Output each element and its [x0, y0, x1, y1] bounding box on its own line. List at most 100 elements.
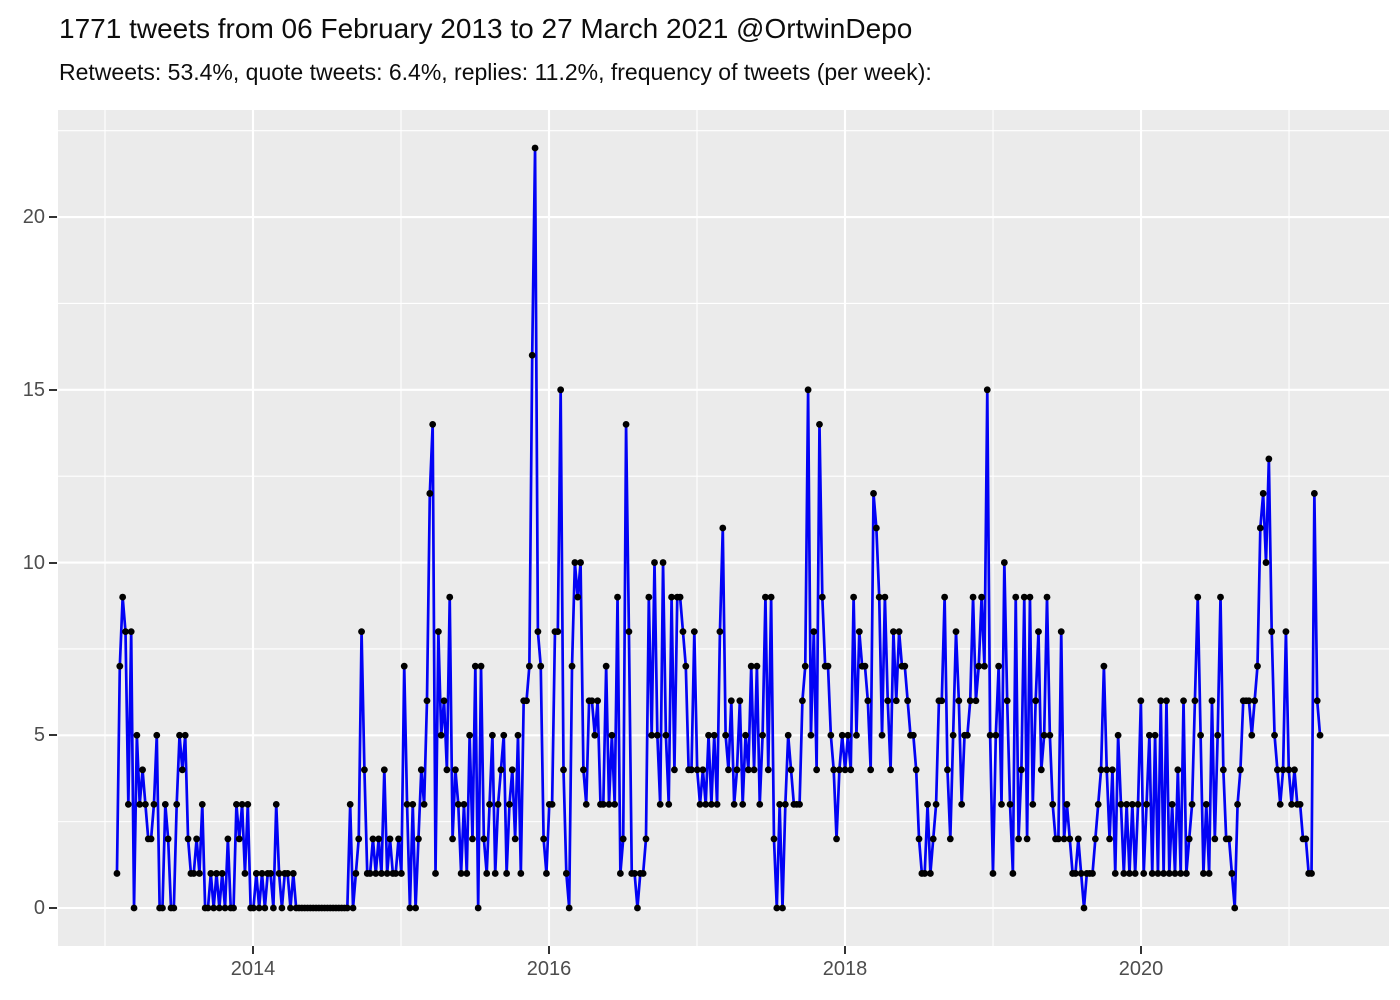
data-point [989, 870, 997, 877]
data-point [1188, 800, 1196, 808]
data-point [1046, 731, 1054, 739]
data-point [850, 593, 858, 601]
data-point [1137, 697, 1145, 705]
x-tick-label: 2016 [526, 958, 572, 980]
data-point [1111, 870, 1119, 877]
data-point [619, 835, 627, 843]
data-point [807, 731, 815, 739]
x-tick-mark [251, 946, 254, 954]
data-point [921, 870, 929, 877]
data-point [178, 766, 186, 774]
chart-title: 1771 tweets from 06 February 2013 to 27 … [59, 13, 913, 44]
data-point [804, 386, 812, 394]
data-point [130, 904, 138, 912]
data-point [554, 628, 562, 636]
data-point [716, 628, 724, 636]
y-tick-label: 15 [22, 378, 45, 401]
data-point [799, 697, 806, 705]
time-series-points [113, 144, 1324, 912]
data-point [366, 870, 374, 877]
data-point [230, 904, 237, 912]
data-point [173, 800, 181, 808]
data-point [252, 870, 260, 877]
data-point [460, 800, 468, 808]
data-point [233, 800, 240, 808]
data-point [440, 697, 448, 705]
x-tick-mark [844, 946, 847, 954]
data-point [1200, 870, 1207, 877]
data-point [278, 904, 286, 912]
data-point [653, 731, 661, 739]
data-point [639, 870, 647, 877]
data-point [787, 766, 795, 774]
data-point [1273, 766, 1281, 774]
data-point [534, 628, 542, 636]
data-point [432, 870, 439, 877]
data-point [1128, 800, 1136, 808]
data-point [443, 766, 451, 774]
data-point [833, 835, 840, 843]
data-point [176, 731, 183, 739]
data-point [1256, 524, 1264, 532]
data-point [1026, 593, 1034, 601]
data-point [184, 835, 192, 843]
data-point [588, 697, 596, 705]
data-point [952, 628, 960, 636]
data-point [648, 731, 656, 739]
data-point [508, 766, 516, 774]
data-point [1219, 766, 1227, 774]
y-tick-mark [49, 561, 57, 564]
data-point [884, 697, 892, 705]
data-point [537, 662, 545, 670]
chart-subtitle: Retweets: 53.4%, quote tweets: 6.4%, rep… [59, 59, 932, 85]
y-tick-mark [49, 388, 57, 391]
data-point [369, 835, 377, 843]
data-point [878, 731, 886, 739]
data-point [420, 800, 428, 808]
data-point [1100, 662, 1108, 670]
data-point [1225, 835, 1233, 843]
data-point [1143, 800, 1150, 808]
data-point [400, 662, 408, 670]
data-point [932, 800, 940, 808]
data-point [1151, 731, 1159, 739]
data-point [659, 559, 667, 566]
data-point [949, 731, 957, 739]
data-point [224, 835, 232, 843]
data-point [275, 870, 283, 877]
data-point [466, 731, 474, 739]
data-point [887, 766, 894, 774]
data-point [506, 800, 513, 808]
data-point [608, 731, 616, 739]
y-tick-label: 5 [33, 724, 45, 747]
data-point [412, 904, 419, 912]
data-point [582, 800, 590, 808]
data-point [289, 870, 297, 877]
data-point [386, 835, 394, 843]
data-point [867, 766, 875, 774]
data-point [1080, 904, 1088, 912]
data-point [244, 800, 252, 808]
data-point [221, 904, 229, 912]
data-point [1043, 593, 1051, 601]
data-point [517, 870, 525, 877]
data-point [1109, 766, 1116, 774]
data-point [981, 662, 988, 670]
data-point [622, 420, 630, 428]
data-point [1228, 870, 1236, 877]
data-point [1035, 628, 1042, 636]
data-point [531, 144, 539, 152]
data-point [611, 800, 619, 808]
data-point [1160, 870, 1168, 877]
data-point [602, 662, 610, 670]
data-point [1074, 835, 1082, 843]
data-point [142, 800, 149, 808]
data-point [1276, 800, 1284, 808]
data-point [395, 835, 402, 843]
time-series-line [115, 146, 1322, 910]
data-point [1091, 835, 1099, 843]
data-point [830, 766, 838, 774]
data-point [446, 593, 454, 601]
data-point [986, 731, 994, 739]
y-tick-label: 10 [22, 551, 45, 574]
